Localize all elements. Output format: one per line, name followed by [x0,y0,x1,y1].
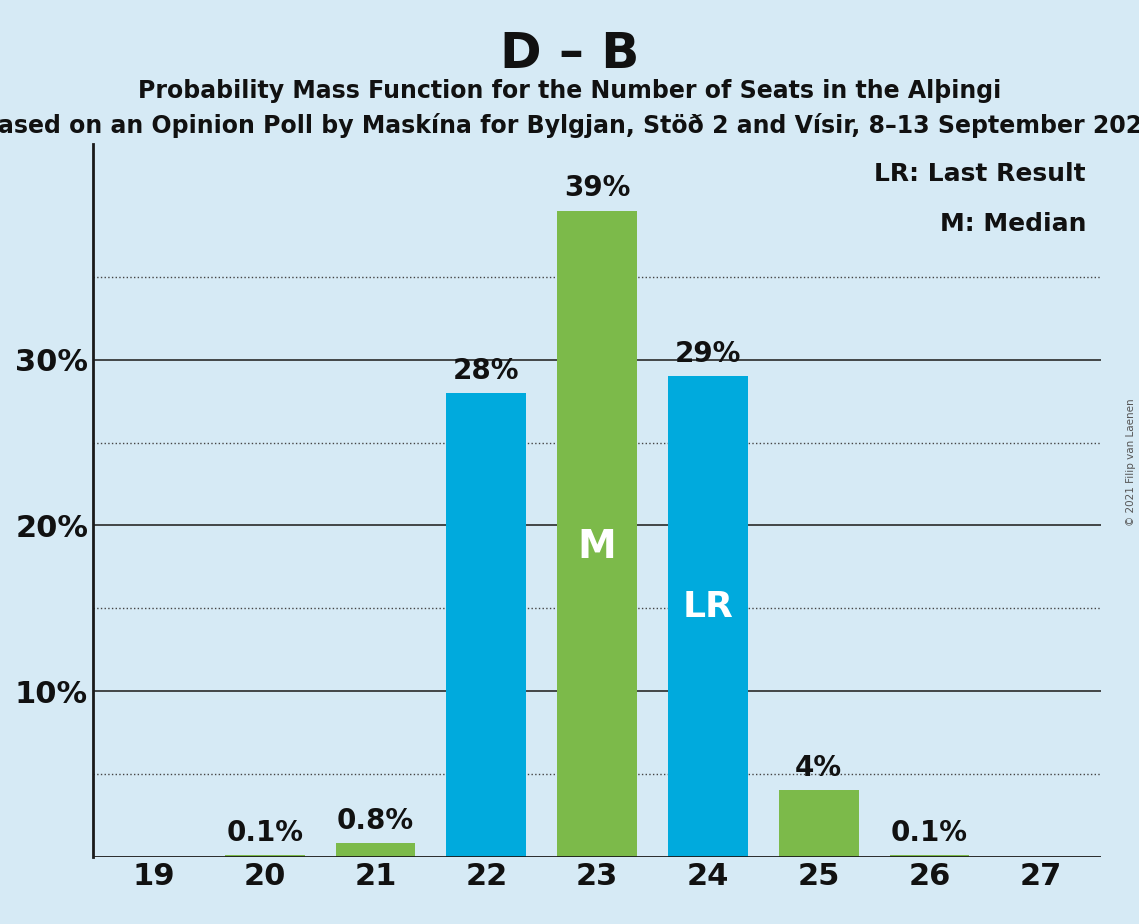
Text: 0.8%: 0.8% [337,808,415,835]
Text: 0.1%: 0.1% [227,819,303,846]
Bar [557,211,637,857]
Bar [446,393,526,857]
Text: 28%: 28% [453,357,519,384]
Text: D – B: D – B [500,30,639,78]
Text: LR: Last Result: LR: Last Result [875,163,1087,186]
Text: 39%: 39% [564,175,630,202]
Text: Based on an Opinion Poll by Maskína for Bylgjan, Stöð 2 and Vísir, 8–13 Septembe: Based on an Opinion Poll by Maskína for … [0,113,1139,138]
Text: Probability Mass Function for the Number of Seats in the Alþingi: Probability Mass Function for the Number… [138,79,1001,103]
Text: M: M [577,528,616,565]
Bar [779,790,859,857]
Text: LR: LR [682,590,734,624]
Bar [336,844,416,857]
Text: M: Median: M: Median [940,212,1087,236]
Bar [224,855,304,857]
Text: 0.1%: 0.1% [891,819,968,846]
Text: 4%: 4% [795,754,842,782]
Text: © 2021 Filip van Laenen: © 2021 Filip van Laenen [1126,398,1136,526]
Bar [667,376,748,857]
Bar [890,855,969,857]
Text: 29%: 29% [674,340,741,368]
